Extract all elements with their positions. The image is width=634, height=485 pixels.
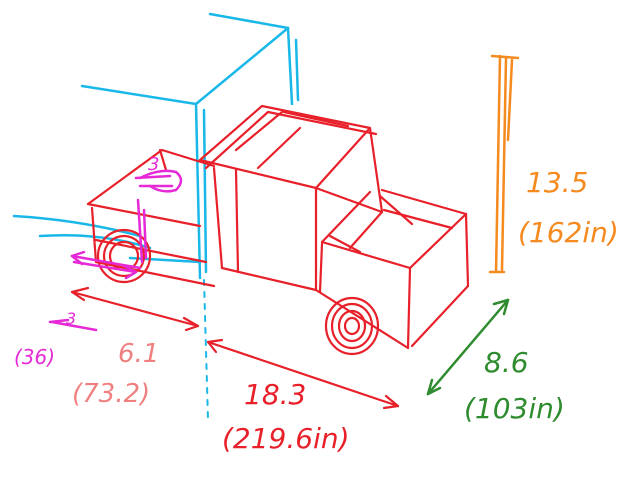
front-overhang-inches-label: (73.2) bbox=[72, 379, 150, 409]
hitch-detail bbox=[50, 171, 181, 330]
hitch-side-label: 3 bbox=[66, 309, 76, 328]
height-inches-label: (162in) bbox=[518, 216, 619, 249]
height-feet-label: 13.5 bbox=[526, 166, 588, 199]
height-bar bbox=[490, 56, 518, 272]
rear-wheel bbox=[326, 298, 378, 354]
length-feet-label: 18.3 bbox=[244, 378, 306, 411]
front-overhang-feet-label: 6.1 bbox=[118, 339, 159, 369]
trailer-outline bbox=[14, 14, 298, 278]
length-inches-label: (219.6in) bbox=[222, 422, 350, 455]
width-inches-label: (103in) bbox=[464, 392, 565, 425]
hitch-top-label: 3 bbox=[148, 154, 159, 175]
trailer-dashed-edge bbox=[204, 280, 208, 420]
front-overhang-arrow bbox=[72, 288, 198, 330]
width-feet-label: 8.6 bbox=[484, 346, 529, 379]
hitch-side-inches-label: (36) bbox=[14, 345, 55, 369]
